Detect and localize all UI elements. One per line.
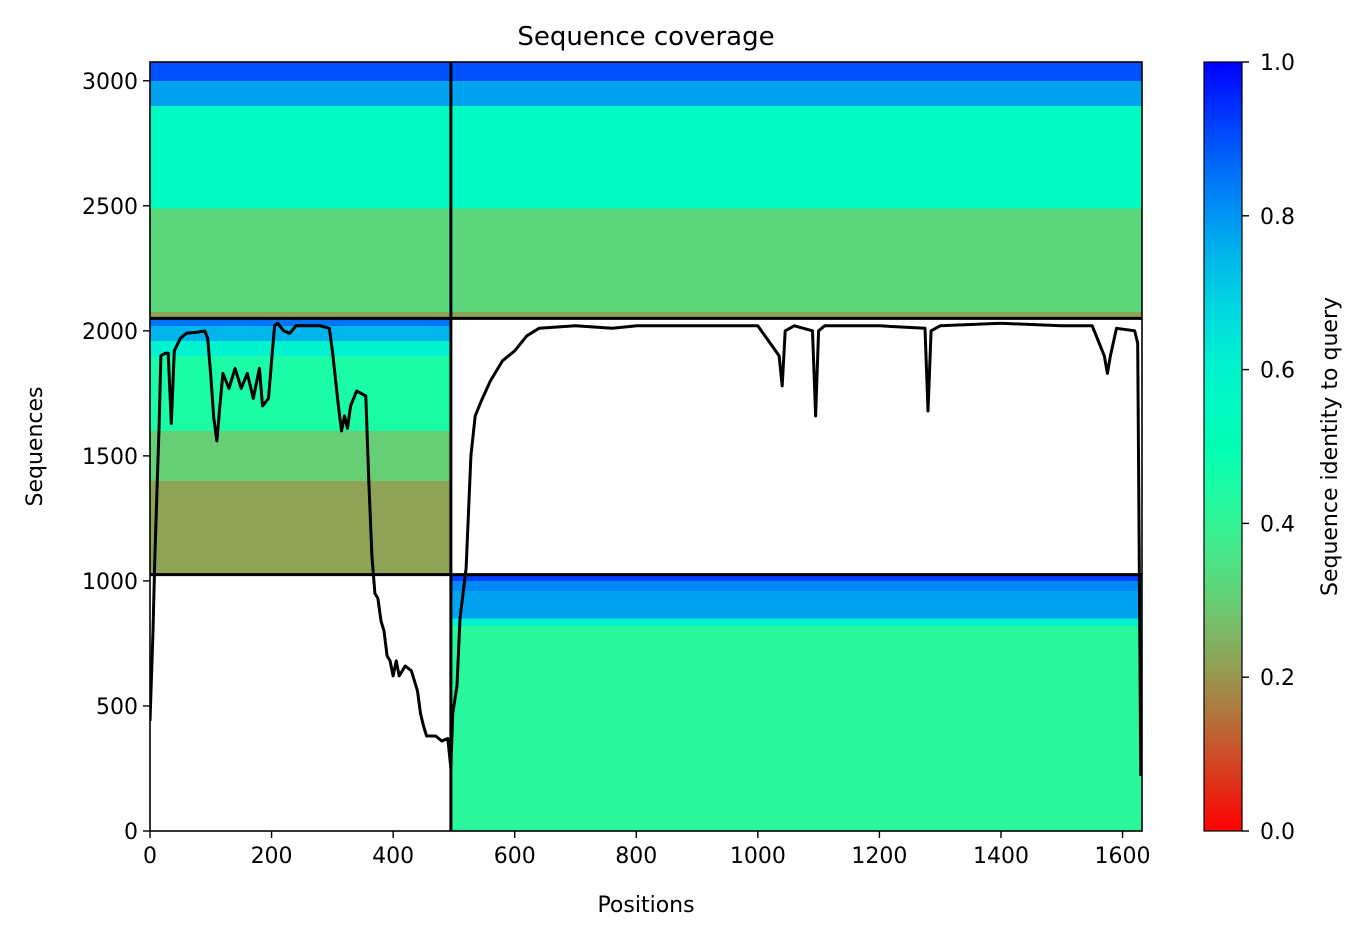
identity-band <box>450 312 1142 319</box>
coverage-block <box>450 62 1142 319</box>
identity-band <box>450 590 1142 619</box>
x-axis: 0 200 400 600 800 1000 1200 1400 1600 <box>143 831 1151 869</box>
coverage-block <box>150 62 451 319</box>
identity-band <box>450 580 1142 591</box>
identity-band <box>450 625 1142 831</box>
identity-band <box>450 62 1142 81</box>
y-tick-label: 2500 <box>82 195 138 220</box>
y-tick-label: 2000 <box>82 320 138 345</box>
identity-band <box>150 105 451 209</box>
identity-band <box>150 355 451 431</box>
y-tick-label: 3000 <box>82 70 138 95</box>
x-axis-label: Positions <box>597 893 694 918</box>
colorbar-tick-label: 0.4 <box>1260 512 1295 537</box>
identity-band <box>150 312 451 319</box>
y-axis: 0 500 1000 1500 2000 2500 3000 <box>82 70 150 845</box>
plot-area <box>150 62 1142 831</box>
identity-band <box>150 62 451 81</box>
identity-band <box>450 618 1142 626</box>
coverage-line <box>150 321 1142 777</box>
colorbar-tick-label: 0.0 <box>1260 820 1295 845</box>
x-tick-label: 1400 <box>973 844 1029 869</box>
identity-band <box>150 480 451 575</box>
y-tick-label: 1500 <box>82 445 138 470</box>
coverage-block <box>150 318 451 575</box>
colorbar-frame <box>1203 61 1243 832</box>
identity-band <box>150 318 451 326</box>
colorbar <box>1204 62 1242 831</box>
x-tick-label: 1600 <box>1095 844 1151 869</box>
identity-band <box>450 105 1142 209</box>
x-tick-label: 200 <box>251 844 293 869</box>
colorbar-axis: 0.0 0.2 0.4 0.6 0.8 1.0 <box>1242 51 1295 845</box>
coverage-block <box>450 574 1142 831</box>
x-tick-label: 600 <box>494 844 536 869</box>
identity-band <box>450 208 1142 313</box>
x-tick-label: 1200 <box>851 844 907 869</box>
chart-title: Sequence coverage <box>517 22 774 52</box>
identity-band <box>150 80 451 106</box>
x-tick-label: 1000 <box>730 844 786 869</box>
colorbar-label: Sequence identity to query <box>1318 297 1343 596</box>
identity-band <box>150 325 451 341</box>
plot-frame <box>149 61 1143 832</box>
identity-band <box>150 430 451 481</box>
y-axis-label: Sequences <box>23 387 48 507</box>
identity-band <box>450 80 1142 106</box>
colorbar-tick-label: 0.2 <box>1260 666 1295 691</box>
y-tick-label: 0 <box>124 820 138 845</box>
colorbar-tick-label: 1.0 <box>1260 51 1295 76</box>
identity-band <box>450 574 1142 581</box>
colorbar-tick-label: 0.8 <box>1260 205 1295 230</box>
identity-band <box>150 208 451 313</box>
x-tick-label: 400 <box>372 844 414 869</box>
x-tick-label: 0 <box>143 844 157 869</box>
colorbar-tick-label: 0.6 <box>1260 359 1295 384</box>
y-tick-label: 500 <box>96 695 138 720</box>
x-tick-label: 800 <box>615 844 657 869</box>
identity-band <box>150 340 451 356</box>
y-tick-label: 1000 <box>82 570 138 595</box>
